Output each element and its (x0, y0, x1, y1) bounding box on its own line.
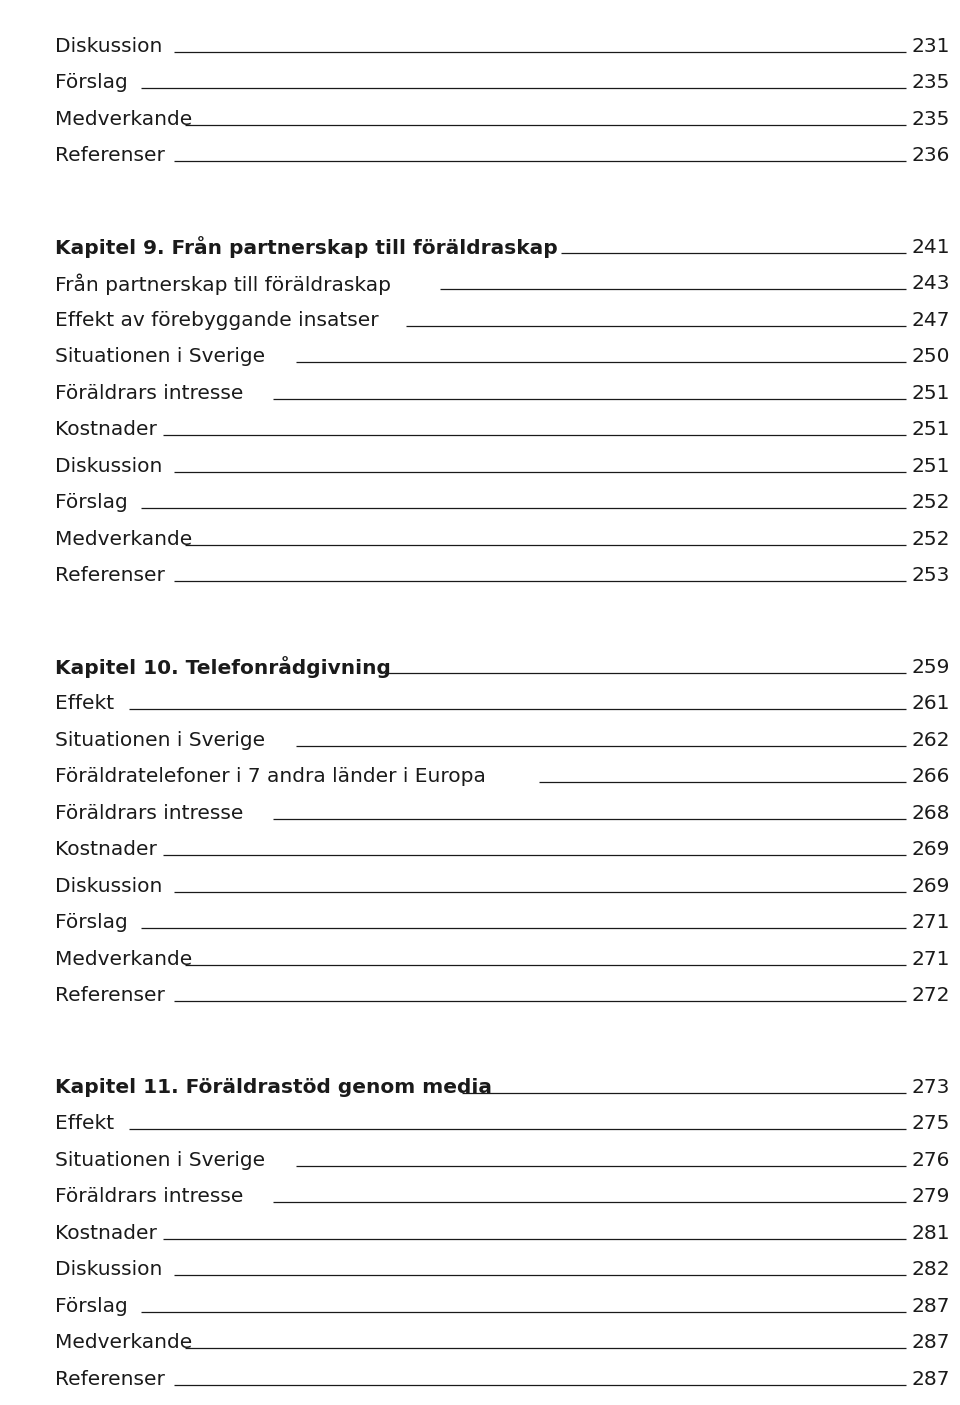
Text: Referenser: Referenser (55, 566, 165, 586)
Text: 281: 281 (912, 1224, 950, 1243)
Text: 266: 266 (912, 767, 950, 787)
Text: 252: 252 (912, 530, 950, 549)
Text: 253: 253 (912, 566, 950, 586)
Text: 251: 251 (912, 457, 950, 476)
Text: Föräldrars intresse: Föräldrars intresse (55, 1187, 244, 1207)
Text: 235: 235 (912, 110, 950, 129)
Text: 269: 269 (912, 840, 950, 860)
Text: Diskussion: Diskussion (55, 457, 162, 476)
Text: Diskussion: Diskussion (55, 37, 162, 56)
Text: 269: 269 (912, 877, 950, 896)
Text: Föräldratelefoner i 7 andra länder i Europa: Föräldratelefoner i 7 andra länder i Eur… (55, 767, 486, 787)
Text: Kostnader: Kostnader (55, 840, 156, 860)
Text: 259: 259 (912, 658, 950, 677)
Text: Förslag: Förslag (55, 913, 128, 933)
Text: Referenser: Referenser (55, 986, 165, 1005)
Text: 262: 262 (912, 731, 950, 750)
Text: 272: 272 (912, 986, 950, 1005)
Text: Föräldrars intresse: Föräldrars intresse (55, 384, 244, 403)
Text: Kapitel 10. Telefonrådgivning: Kapitel 10. Telefonrådgivning (55, 656, 391, 679)
Text: 236: 236 (912, 146, 950, 166)
Text: Situationen i Sverige: Situationen i Sverige (55, 731, 265, 750)
Text: 287: 287 (912, 1370, 950, 1388)
Text: Referenser: Referenser (55, 146, 165, 166)
Text: 276: 276 (912, 1151, 950, 1170)
Text: Referenser: Referenser (55, 1370, 165, 1388)
Text: Medverkande: Medverkande (55, 530, 192, 549)
Text: Förslag: Förslag (55, 1297, 128, 1315)
Text: Förslag: Förslag (55, 73, 128, 93)
Text: Effekt av förebyggande insatser: Effekt av förebyggande insatser (55, 311, 378, 330)
Text: Effekt: Effekt (55, 1114, 114, 1134)
Text: Kostnader: Kostnader (55, 1224, 156, 1243)
Text: 251: 251 (912, 420, 950, 440)
Text: 287: 287 (912, 1297, 950, 1315)
Text: Diskussion: Diskussion (55, 1260, 162, 1279)
Text: Från partnerskap till föräldraskap: Från partnerskap till föräldraskap (55, 273, 391, 295)
Text: Diskussion: Diskussion (55, 877, 162, 896)
Text: Medverkande: Medverkande (55, 110, 192, 129)
Text: Medverkande: Medverkande (55, 1333, 192, 1352)
Text: 275: 275 (912, 1114, 950, 1134)
Text: Situationen i Sverige: Situationen i Sverige (55, 1151, 265, 1170)
Text: Förslag: Förslag (55, 493, 128, 513)
Text: 261: 261 (912, 694, 950, 714)
Text: 235: 235 (912, 73, 950, 93)
Text: Effekt: Effekt (55, 694, 114, 714)
Text: 273: 273 (912, 1078, 950, 1097)
Text: 247: 247 (912, 311, 950, 330)
Text: Kapitel 11. Föräldrastöd genom media: Kapitel 11. Föräldrastöd genom media (55, 1078, 492, 1097)
Text: 250: 250 (912, 347, 950, 367)
Text: 252: 252 (912, 493, 950, 513)
Text: Situationen i Sverige: Situationen i Sverige (55, 347, 265, 367)
Text: 271: 271 (912, 950, 950, 969)
Text: 268: 268 (912, 804, 950, 823)
Text: 282: 282 (912, 1260, 950, 1279)
Text: Föräldrars intresse: Föräldrars intresse (55, 804, 244, 823)
Text: 279: 279 (912, 1187, 950, 1207)
Text: 231: 231 (912, 37, 950, 56)
Text: 243: 243 (912, 274, 950, 294)
Text: Kostnader: Kostnader (55, 420, 156, 440)
Text: 241: 241 (912, 237, 950, 257)
Text: Medverkande: Medverkande (55, 950, 192, 969)
Text: 251: 251 (912, 384, 950, 403)
Text: 287: 287 (912, 1333, 950, 1352)
Text: 271: 271 (912, 913, 950, 933)
Text: Kapitel 9. Från partnerskap till föräldraskap: Kapitel 9. Från partnerskap till föräldr… (55, 236, 558, 259)
